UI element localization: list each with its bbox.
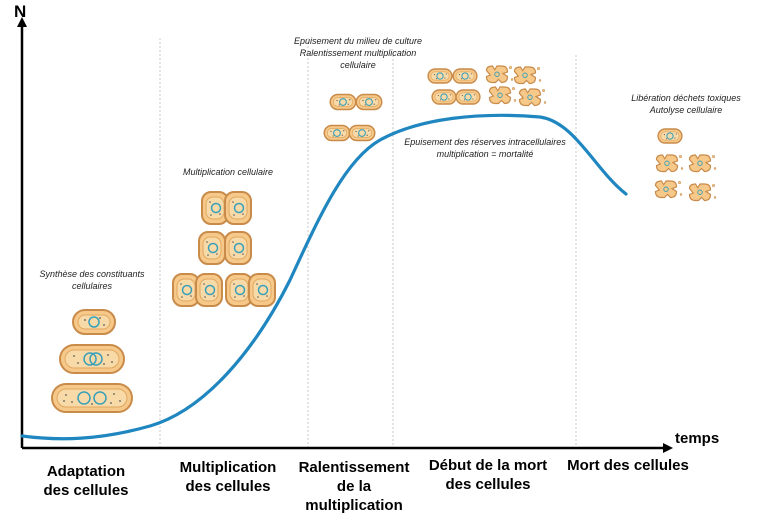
note-epuisement-reserves: Epuisement des réserves intracellulaires… bbox=[404, 137, 566, 159]
y-axis-label: N bbox=[14, 2, 27, 21]
note-epuisement-milieu: Epuisement du milieu de culture Ralentis… bbox=[293, 36, 423, 70]
phase-label-adaptation: Adaptation des cellules bbox=[43, 463, 129, 499]
phase-label-mort: Mort des cellules bbox=[567, 457, 689, 474]
debut-mort-cells bbox=[427, 65, 547, 107]
note-synthese: Synthèse des constituants cellulaires bbox=[39, 269, 145, 291]
note-liberation: Libération déchets toxiques Autolyse cel… bbox=[631, 93, 741, 115]
mort-cells bbox=[654, 128, 717, 202]
x-axis-label: temps bbox=[675, 430, 720, 447]
adaptation-cells bbox=[51, 309, 133, 413]
phase-label-debut-mort: Début de la mort des cellules bbox=[428, 457, 548, 493]
growth-curve bbox=[20, 113, 628, 441]
multiplication-cells bbox=[172, 191, 276, 307]
phase-label-ralentissement: Ralentissement de la multiplication bbox=[298, 459, 410, 514]
ralentissement-cells bbox=[323, 93, 383, 142]
phase-label-multiplication: Multiplication des cellules bbox=[179, 459, 277, 495]
note-multiplication: Multiplication cellulaire bbox=[182, 167, 274, 177]
